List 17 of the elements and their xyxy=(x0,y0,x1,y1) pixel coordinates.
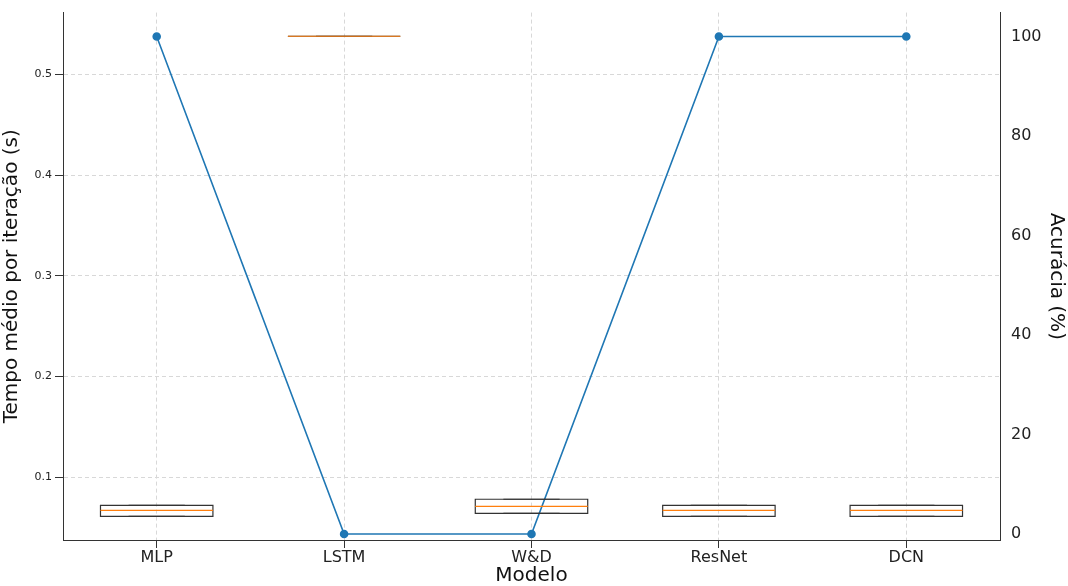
x-tick-label: ResNet xyxy=(690,547,748,567)
y-tick-label: 0.4 xyxy=(34,168,52,182)
y-axis-title: Tempo médio por iteração (s) xyxy=(0,129,23,425)
y2-axis-title: Acurácia (%) xyxy=(1045,212,1068,340)
y2-tick-label: 40 xyxy=(1011,324,1032,344)
y-tick-label: 0.5 xyxy=(34,67,52,81)
y2-tick-label: 0 xyxy=(1011,523,1022,543)
x-tick-label: LSTM xyxy=(322,547,366,567)
y2-tick-label: 20 xyxy=(1011,423,1032,443)
y-tick-label: 0.2 xyxy=(34,369,52,383)
y2-tick-label: 60 xyxy=(1011,224,1032,244)
x-tick-label: DCN xyxy=(888,547,925,567)
y-tick-label: 0.1 xyxy=(34,469,52,483)
y2-tick-label: 80 xyxy=(1011,125,1032,145)
x-tick-label: MLP xyxy=(140,547,174,567)
y2-tick-label: 100 xyxy=(1011,25,1042,45)
y-tick-label: 0.3 xyxy=(34,268,52,282)
